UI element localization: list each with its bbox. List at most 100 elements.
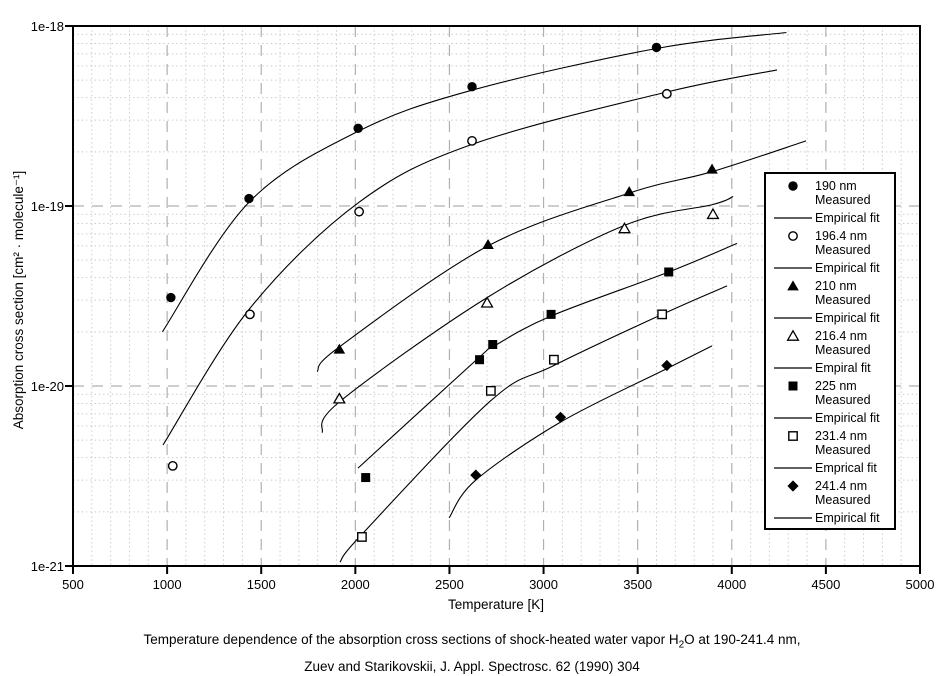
filled-diamond-data-point — [661, 359, 673, 372]
filled-triangle-data-point — [706, 163, 718, 174]
plot-border — [72, 25, 921, 567]
legend-item-fit: Empirical fit — [770, 311, 894, 325]
open-square-data-point — [357, 532, 367, 542]
x-tick-label: 3500 — [623, 577, 653, 592]
legend-fit-label: Empirical fit — [815, 511, 880, 525]
legend-item-measured: 225 nm Measured — [770, 379, 894, 407]
legend-open-circle-icon — [770, 229, 815, 243]
legend-fit-line-icon — [770, 511, 815, 525]
legend-item-fit: Empiral fit — [770, 361, 894, 375]
legend-series-label: 225 nm Measured — [815, 379, 871, 407]
legend-filled-circle-glyph — [787, 181, 798, 191]
filled-circle-data-point — [651, 42, 662, 53]
open-circle-data-point — [167, 460, 178, 471]
x-tick-label: 4000 — [717, 577, 747, 592]
open-square-data-point — [485, 385, 496, 396]
legend-fit-label: Empirical fit — [815, 411, 880, 425]
legend-item-fit: Empirical fit — [770, 211, 894, 225]
legend-filled-diamond-icon — [770, 479, 815, 493]
legend-fit-line-icon — [770, 261, 815, 275]
legend-item-fit: Empirical fit — [770, 261, 894, 275]
caption-line2: Zuev and Starikovskii, J. Appl. Spectros… — [304, 659, 640, 675]
legend-open-square-glyph — [787, 431, 798, 441]
legend-open-triangle-glyph — [785, 329, 800, 341]
legend-item-measured: 216.4 nm Measured — [770, 329, 894, 357]
caption-line1: Temperature dependence of the absorption… — [143, 632, 801, 651]
legend-fit-line-icon — [770, 311, 815, 325]
legend-filled-diamond-glyph — [786, 480, 799, 492]
legend-filled-triangle-icon — [770, 279, 815, 293]
filled-circle-data-point — [353, 123, 363, 134]
open-square-data-point — [657, 309, 668, 320]
filled-circle-data-point — [467, 82, 477, 92]
legend-fit-line-icon — [770, 361, 815, 375]
x-axis-title: Temperature [K] — [447, 597, 545, 612]
x-tick-label: 3000 — [529, 577, 558, 592]
y-tick-label: 1e-19 — [30, 199, 64, 214]
legend-item-measured: 231.4 nm Measured — [770, 429, 894, 457]
fit-curve-241.4nm — [448, 345, 713, 519]
legend-fit-label: Empirical fit — [815, 211, 880, 225]
open-circle-data-point — [354, 206, 364, 217]
legend-fit-label: Empirical fit — [815, 261, 880, 275]
legend-item-fit: Empirical fit — [770, 511, 894, 525]
legend-fit-line-icon — [770, 211, 815, 225]
filled-triangle-data-point — [333, 343, 346, 354]
legend-item-measured: 196.4 nm Measured — [770, 229, 894, 257]
filled-diamond-data-point — [470, 469, 482, 481]
legend-series-label: 196.4 nm Measured — [815, 229, 871, 257]
x-tick-label: 2500 — [434, 577, 464, 592]
legend-fit-label: Empiral fit — [815, 361, 871, 375]
legend-series-label: 216.4 nm Measured — [815, 329, 871, 357]
fit-curve-225nm — [357, 242, 738, 469]
filled-circle-data-point — [166, 292, 176, 303]
open-triangle-data-point — [706, 207, 720, 220]
legend-series-label: 190 nm Measured — [815, 179, 871, 207]
y-tick-label: 1e-20 — [30, 379, 64, 394]
legend-filled-circle-icon — [770, 179, 815, 193]
x-tick-label: 2000 — [340, 577, 370, 592]
x-tick-label: 5000 — [905, 577, 935, 592]
legend-filled-square-icon — [770, 379, 815, 393]
legend-item-fit: Empirical fit — [770, 411, 894, 425]
filled-square-data-point — [546, 309, 556, 319]
open-triangle-data-point — [332, 392, 346, 404]
x-tick-label: 1500 — [246, 577, 276, 592]
y-tick-label: 1e-21 — [30, 559, 64, 574]
legend-open-square-icon — [770, 429, 815, 443]
legend-series-label: 210 nm Measured — [815, 279, 871, 307]
fit-curve-190nm — [161, 31, 787, 333]
filled-square-data-point — [361, 473, 371, 483]
open-square-data-point — [549, 354, 559, 365]
fit-curve-196.4nm — [162, 69, 778, 446]
filled-diamond-data-point — [554, 411, 567, 423]
open-triangle-data-point — [480, 296, 494, 308]
legend-filled-square-glyph — [788, 381, 797, 391]
filled-triangle-data-point — [482, 239, 494, 250]
filled-square-data-point — [664, 267, 674, 277]
legend-filled-triangle-glyph — [786, 280, 799, 291]
x-tick-label: 4500 — [811, 577, 841, 592]
legend-series-label: 241.4 nm Measured — [815, 479, 871, 507]
filled-circle-data-point — [244, 193, 254, 204]
legend-open-triangle-icon — [770, 329, 815, 343]
legend: 190 nm Measured Empirical fit 196.4 nm Measu… — [764, 172, 896, 530]
legend-series-label: 231.4 nm Measured — [815, 429, 871, 457]
open-circle-data-point — [661, 88, 672, 99]
legend-item-measured: 190 nm Measured — [770, 179, 894, 207]
legend-item-fit: Emprical fit — [770, 461, 894, 475]
caption: Temperature dependence of the absorption… — [0, 629, 944, 676]
legend-fit-label: Emprical fit — [815, 461, 877, 475]
filled-triangle-data-point — [623, 186, 635, 197]
open-circle-data-point — [467, 135, 477, 146]
legend-fit-line-icon — [770, 411, 815, 425]
legend-fit-line-icon — [770, 461, 815, 475]
fit-curve-210nm — [316, 140, 807, 373]
y-tick-label: 1e-18 — [30, 19, 64, 34]
legend-item-measured: 241.4 nm Measured — [770, 479, 894, 507]
legend-fit-label: Empirical fit — [815, 311, 880, 325]
open-circle-data-point — [245, 309, 255, 320]
filled-square-data-point — [475, 355, 485, 365]
legend-open-circle-glyph — [787, 231, 798, 241]
